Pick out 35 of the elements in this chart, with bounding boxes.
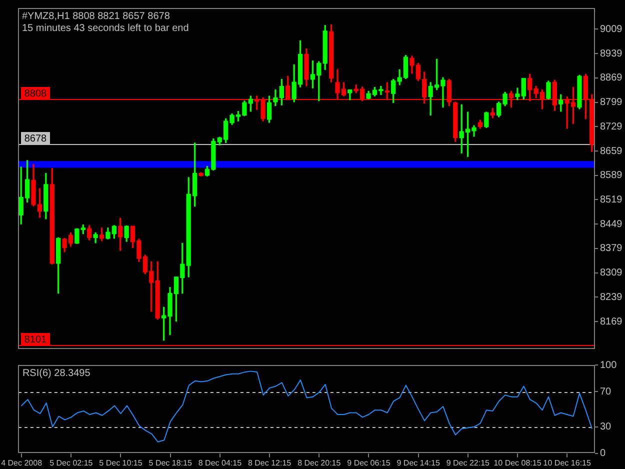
y-tick-label: 8519	[600, 194, 623, 206]
text: 15 minutes 43 seconds left to bar end	[22, 22, 189, 34]
y-tick-label: 8659	[600, 146, 623, 157]
x-tick-label: 8 Dec 20:15	[298, 458, 342, 468]
y-tick-label: 100	[600, 360, 618, 371]
y-tick-label: 30	[600, 422, 612, 433]
y-tick-label: 8729	[600, 121, 623, 132]
x-tick-label: 10 Dec 16:15	[543, 458, 592, 468]
y-tick-label: 0	[600, 448, 606, 460]
x-tick-label: 5 Dec 18:15	[148, 458, 192, 468]
x-tick-label: 9 Dec 06:15	[347, 458, 391, 468]
ref-line-label: 8808	[24, 88, 48, 100]
y-tick-label: 9009	[600, 24, 623, 35]
ref-line-label: 8101	[24, 334, 48, 346]
y-tick-label: 8309	[600, 268, 623, 279]
y-tick-label: 8169	[600, 316, 623, 328]
x-tick-label: 5 Dec 10:15	[99, 458, 143, 468]
y-tick-label: 8939	[600, 48, 623, 60]
x-tick-label: 9 Dec 14:15	[396, 458, 440, 468]
x-tick-label: 9 Dec 22:15	[446, 458, 490, 468]
x-tick-label: 8 Dec 04:15	[198, 458, 242, 468]
x-tick-label: 8 Dec 12:15	[248, 458, 292, 468]
x-tick-label: 5 Dec 02:15	[50, 458, 94, 468]
chart-title: #YMZ8,H1 8808 8821 8657 8678	[22, 10, 170, 22]
y-tick-label: 8589	[600, 170, 623, 182]
y-tick-label: 70	[600, 386, 612, 398]
y-tick-label: 8239	[600, 292, 623, 303]
chart-title: RSI(6) 28.3495	[22, 368, 91, 379]
y-tick-label: 8449	[600, 218, 623, 230]
y-tick-label: 8379	[600, 243, 623, 254]
x-tick-label: 4 Dec 2008	[1, 458, 43, 468]
y-tick-label: 8869	[600, 72, 623, 84]
x-tick-label: 10 Dec 08:15	[494, 458, 542, 468]
y-tick-label: 8799	[600, 97, 623, 108]
ref-line-label: 8678	[24, 133, 48, 144]
